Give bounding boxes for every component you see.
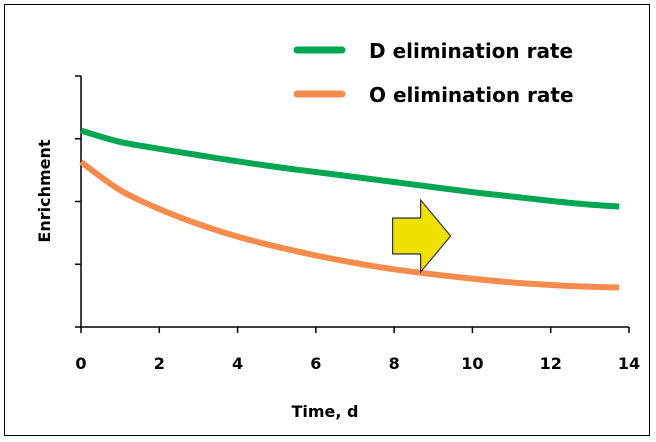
x-tick-label: 0: [75, 354, 86, 373]
x-tick-label: 12: [540, 354, 562, 373]
legend: D elimination rate O elimination rate: [293, 39, 574, 107]
axes: 0 2 4 6 8 10 12 14: [75, 75, 640, 373]
y-axis-title: Enrichment: [35, 139, 54, 242]
o-elimination-rate-line: [79, 159, 620, 291]
d-elimination-rate-line: [80, 127, 620, 210]
annotation-layer: [392, 198, 452, 274]
x-tick-label: 4: [232, 354, 243, 373]
x-tick-label: 10: [461, 354, 483, 373]
yellow-arrow: [392, 198, 452, 274]
x-tick-label: 6: [310, 354, 321, 373]
legend-entry-d: D elimination rate: [293, 39, 573, 63]
legend-entry-o: O elimination rate: [293, 83, 574, 107]
x-tick-label: 8: [389, 354, 400, 373]
legend-label-o: O elimination rate: [369, 83, 574, 107]
x-tick-label: 2: [154, 354, 165, 373]
x-tick-label: 14: [618, 354, 640, 373]
line-chart: D elimination rate O elimination rate 0 2…: [35, 39, 640, 421]
legend-label-d: D elimination rate: [369, 39, 573, 63]
chart-frame: D elimination rate O elimination rate 0 2…: [4, 4, 650, 436]
series-layer: [79, 127, 620, 291]
x-axis-title: Time, d: [291, 402, 358, 421]
